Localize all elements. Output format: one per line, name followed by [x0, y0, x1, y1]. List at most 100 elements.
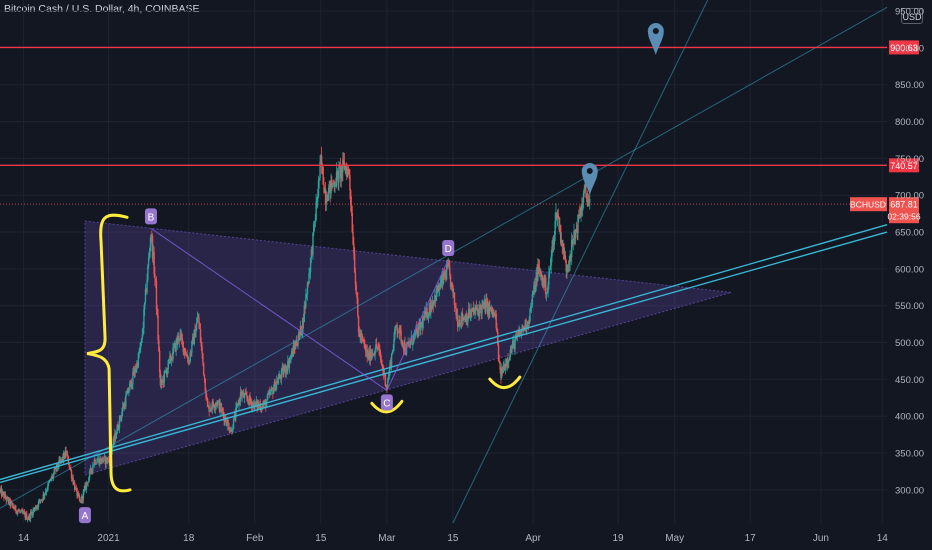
- candle-body: [311, 249, 313, 255]
- candle-body: [277, 378, 280, 384]
- candle-body: [162, 378, 165, 383]
- candle-body: [528, 321, 530, 324]
- candle-body: [383, 370, 385, 375]
- candle-body: [469, 315, 471, 318]
- candle-body: [84, 485, 86, 489]
- candle-body: [148, 251, 151, 258]
- candle-body: [426, 308, 428, 319]
- candle-body: [124, 402, 126, 407]
- candle-body: [361, 335, 364, 340]
- candle-body: [295, 341, 298, 345]
- candle-body: [140, 342, 142, 349]
- candle-body: [585, 184, 587, 194]
- candle-body: [407, 343, 409, 345]
- candle-body: [206, 398, 209, 407]
- candle-body: [243, 392, 245, 398]
- candle-body: [460, 323, 462, 325]
- marker-C-bg: [380, 394, 393, 411]
- candle-body: [432, 301, 434, 306]
- candle-body: [183, 348, 185, 353]
- y-tick-label: 300.00: [895, 485, 924, 496]
- candle-body: [221, 408, 223, 412]
- support-line-1: [0, 231, 888, 484]
- candle-body: [464, 316, 466, 320]
- candle-body: [419, 322, 421, 331]
- candle-body: [79, 499, 81, 502]
- candle-body: [103, 456, 105, 462]
- candle-body: [216, 403, 218, 405]
- candle-body: [259, 404, 261, 410]
- candle-body: [448, 262, 450, 267]
- candle-body: [118, 416, 121, 429]
- candle-body: [133, 368, 136, 376]
- candle-body: [581, 205, 583, 211]
- candle-body: [191, 336, 194, 342]
- candle-body: [330, 179, 332, 194]
- candle-body: [194, 329, 196, 338]
- candle-body: [59, 459, 62, 462]
- candle-body: [487, 303, 490, 315]
- candle-body: [129, 380, 132, 384]
- candle-body: [250, 402, 253, 408]
- candle-body: [482, 302, 484, 305]
- candle-body: [23, 512, 26, 514]
- candle-body: [279, 374, 281, 378]
- x-tick-label: 2021: [97, 533, 120, 544]
- candle-body: [250, 401, 252, 403]
- candle-body: [385, 385, 387, 387]
- candle-body: [473, 311, 475, 313]
- candle-body: [70, 470, 73, 479]
- candle-body: [254, 401, 256, 410]
- candle-body: [179, 334, 181, 339]
- candle-body: [380, 359, 383, 364]
- candle-body: [20, 509, 22, 512]
- candle-body: [462, 318, 464, 321]
- candle-body: [120, 417, 122, 419]
- candle-body: [231, 429, 233, 433]
- candle-body: [465, 314, 468, 323]
- candle-body: [291, 350, 293, 357]
- candle-body: [254, 401, 257, 405]
- candle-body: [96, 460, 99, 463]
- candle-body: [409, 341, 412, 346]
- candle-body: [488, 303, 490, 312]
- candle-body: [318, 178, 320, 181]
- candle-body: [158, 350, 161, 372]
- candle-body: [390, 362, 392, 367]
- candle-body: [62, 452, 65, 460]
- candle-body: [386, 385, 388, 389]
- x-tick-label: Apr: [525, 533, 541, 544]
- candle-body: [470, 310, 472, 316]
- candle-body: [215, 403, 217, 406]
- candle-body: [461, 313, 464, 321]
- candle-body: [319, 161, 321, 179]
- currency-button[interactable]: USD: [901, 8, 923, 24]
- candle-body: [214, 405, 217, 409]
- candle-body: [166, 369, 169, 375]
- candle-body: [538, 267, 541, 272]
- candle-body: [563, 255, 566, 260]
- candle-body: [421, 322, 423, 328]
- candle-body: [459, 319, 461, 324]
- candle-body: [227, 420, 229, 424]
- candle-body: [430, 305, 432, 313]
- axes: 300.00 350.00 400.00 450.00 500.00 550.00 600.…: [18, 7, 924, 544]
- candle-body: [388, 369, 390, 378]
- candle-body: [453, 292, 456, 306]
- y-tick-label: 650.00: [895, 228, 924, 239]
- candle-body: [150, 234, 152, 246]
- candle-body: [324, 188, 327, 204]
- candle-body: [86, 482, 88, 483]
- candle-body: [339, 166, 342, 179]
- steep-projection-line: [452, 0, 709, 524]
- candle-body: [420, 322, 423, 325]
- candle-body: [114, 433, 116, 441]
- candle-body: [180, 334, 182, 335]
- candle-body: [204, 378, 206, 392]
- candle-body: [431, 305, 433, 309]
- candle-body: [524, 319, 526, 331]
- candle-body: [66, 454, 69, 457]
- upper-pin-icon: [647, 23, 664, 56]
- candle-body: [16, 510, 18, 514]
